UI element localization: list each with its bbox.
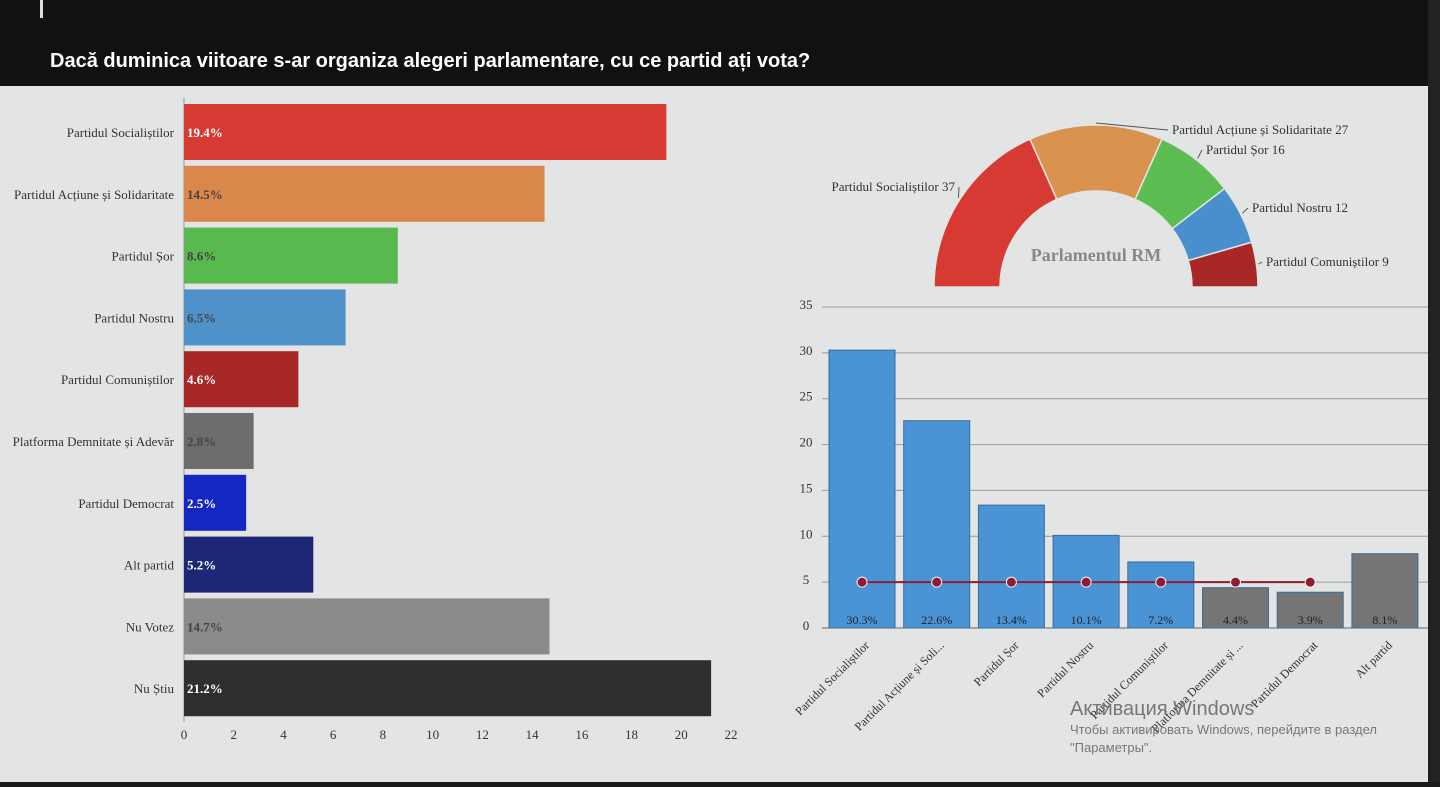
hbar-x-tick-label: 20 xyxy=(675,727,688,742)
header-bar: Dacă duminica viitoare s-ar organiza ale… xyxy=(0,0,1428,100)
vbar-threshold-point xyxy=(856,576,868,588)
vbar-data-label: 13.4% xyxy=(996,613,1027,627)
half-donut-slice-label: Partidul Nostru 12 xyxy=(1252,200,1348,215)
screen-edge xyxy=(1428,0,1440,782)
vertical-bar-chart: 0 5 10 15 20 25 30 35 30.3% Partidul Socialiștilo… xyxy=(792,297,1428,735)
hbar-category-label: Partidul Democrat xyxy=(78,496,174,511)
hbar-bar xyxy=(184,474,247,531)
half-donut-leader-line xyxy=(1242,207,1249,214)
hbar-bar xyxy=(184,413,254,469)
hbar-x-tick-label: 12 xyxy=(476,727,489,742)
hbar-category-label: Partidul Șor xyxy=(112,249,175,264)
hbar-bar xyxy=(184,536,314,593)
vbar-category-label: Partidul Nostru xyxy=(1034,638,1096,700)
vbar-threshold-point xyxy=(1155,576,1167,588)
vbar-data-label: 7.2% xyxy=(1148,613,1173,627)
watermark-subtitle: Чтобы активировать Windows, перейдите в … xyxy=(1070,722,1377,755)
half-donut-center-label: Parlamentul RM xyxy=(1031,245,1161,265)
vbar-category-label: Partidul Șor xyxy=(971,638,1022,689)
hbar-data-label: 6.5% xyxy=(187,310,216,325)
vbar-bar xyxy=(977,504,1045,629)
hbar-bar xyxy=(184,165,545,222)
hbar-bar xyxy=(184,660,712,717)
hbar-x-tick-label: 8 xyxy=(380,727,387,742)
vbar-y-tick-label: 30 xyxy=(800,343,813,358)
half-donut-slice xyxy=(1187,241,1259,288)
hbar-data-label: 21.2% xyxy=(187,681,223,696)
vbar-threshold-point xyxy=(1080,576,1092,588)
vbar-data-label: 8.1% xyxy=(1372,613,1397,627)
hbar-x-tick-label: 22 xyxy=(725,727,738,742)
half-donut-slice-label: Partidul Șor 16 xyxy=(1206,142,1285,157)
vbar-data-label: 22.6% xyxy=(921,613,952,627)
hbar-x-tick-label: 6 xyxy=(330,727,337,742)
vbar-threshold-point xyxy=(1230,576,1241,588)
vbar-data-label: 3.9% xyxy=(1298,613,1323,627)
hbar-bar xyxy=(184,598,550,655)
half-donut-leader-line xyxy=(1095,122,1169,131)
hbar-category-label: Partidul Nostru xyxy=(94,310,174,325)
half-donut-leader-line xyxy=(1258,261,1263,265)
chart-canvas: 19.4% Partidul Socialiștilor 14.5% Partidul… xyxy=(0,86,1428,782)
hbar-bar xyxy=(184,227,398,284)
vbar-bar xyxy=(1276,591,1344,629)
hbar-data-label: 5.2% xyxy=(187,558,216,573)
hbar-category-label: Partidul Comuniștilor xyxy=(61,372,175,387)
vbar-bar xyxy=(903,420,971,629)
vbar-data-label: 4.4% xyxy=(1223,613,1248,627)
vbar-y-tick-label: 5 xyxy=(803,572,810,587)
hbar-data-label: 8.6% xyxy=(187,249,216,264)
hbar-data-label: 4.6% xyxy=(187,372,216,387)
vbar-y-tick-label: 25 xyxy=(800,389,813,404)
header-edge xyxy=(40,0,43,18)
vbar-data-label: 10.1% xyxy=(1071,613,1102,627)
half-donut-slice-label: Partidul Acțiune și Solidaritate 27 xyxy=(1172,122,1349,137)
hbar-x-tick-label: 4 xyxy=(280,727,287,742)
hbar-x-tick-label: 18 xyxy=(625,727,638,742)
vbar-y-tick-label: 15 xyxy=(800,480,813,495)
half-donut-slice-label: Partidul Comuniștilor 9 xyxy=(1266,254,1389,269)
vbar-y-tick-label: 0 xyxy=(803,618,810,633)
hbar-x-tick-label: 10 xyxy=(426,727,439,742)
vbar-category-label: Alt partid xyxy=(1352,638,1395,681)
hbar-data-label: 19.4% xyxy=(187,125,223,140)
vbar-threshold-point xyxy=(1304,576,1316,588)
hbar-data-label: 2.8% xyxy=(187,434,216,449)
hbar-category-label: Alt partid xyxy=(124,558,175,573)
hbar-bar xyxy=(184,104,667,160)
half-donut-chart: Partidul Socialiștilor 37 Partidul Acțiun… xyxy=(832,122,1389,288)
hbar-category-label: Partidul Socialiștilor xyxy=(67,125,175,140)
vbar-data-label: 30.3% xyxy=(847,613,878,627)
vbar-category-label: Partidul Socialiștilor xyxy=(792,638,872,718)
vbar-y-tick-label: 10 xyxy=(800,526,813,541)
hbar-x-tick-label: 0 xyxy=(181,727,188,742)
hbar-bar xyxy=(184,289,346,346)
charts-svg: 19.4% Partidul Socialiștilor 14.5% Partidul… xyxy=(13,98,1428,742)
half-donut-slice-label: Partidul Socialiștilor 37 xyxy=(832,179,956,194)
half-donut-leader-line xyxy=(957,186,960,198)
vbar-y-tick-label: 20 xyxy=(800,435,813,450)
vbar-bar xyxy=(1351,553,1419,629)
hbar-bar xyxy=(184,351,299,408)
vbar-y-tick-label: 35 xyxy=(800,297,813,312)
hbar-category-label: Platforma Demnitate și Adevăr xyxy=(13,434,175,449)
half-donut-leader-line xyxy=(1197,149,1203,159)
watermark-title: Активация Windows xyxy=(1070,698,1255,720)
vbar-threshold-point xyxy=(931,576,943,588)
windows-activation-watermark: Активация Windows Чтобы активировать Win… xyxy=(1070,698,1410,757)
vbar-threshold-point xyxy=(1005,576,1017,588)
horizontal-bar-chart: 19.4% Partidul Socialiștilor 14.5% Partidul… xyxy=(13,98,738,742)
hbar-category-label: Partidul Acțiune și Solidaritate xyxy=(14,187,174,202)
hbar-data-label: 2.5% xyxy=(187,496,216,511)
hbar-x-tick-label: 2 xyxy=(230,727,237,742)
chart-title: Dacă duminica viitoare s-ar organiza ale… xyxy=(50,50,811,72)
hbar-category-label: Nu Știu xyxy=(134,681,175,696)
hbar-data-label: 14.5% xyxy=(187,187,223,202)
vbar-bar xyxy=(1127,561,1195,629)
hbar-x-tick-label: 16 xyxy=(575,727,589,742)
hbar-category-label: Nu Votez xyxy=(126,619,174,634)
hbar-data-label: 14.7% xyxy=(187,619,223,634)
hbar-x-tick-label: 14 xyxy=(526,727,540,742)
vbar-bar xyxy=(1202,587,1269,629)
